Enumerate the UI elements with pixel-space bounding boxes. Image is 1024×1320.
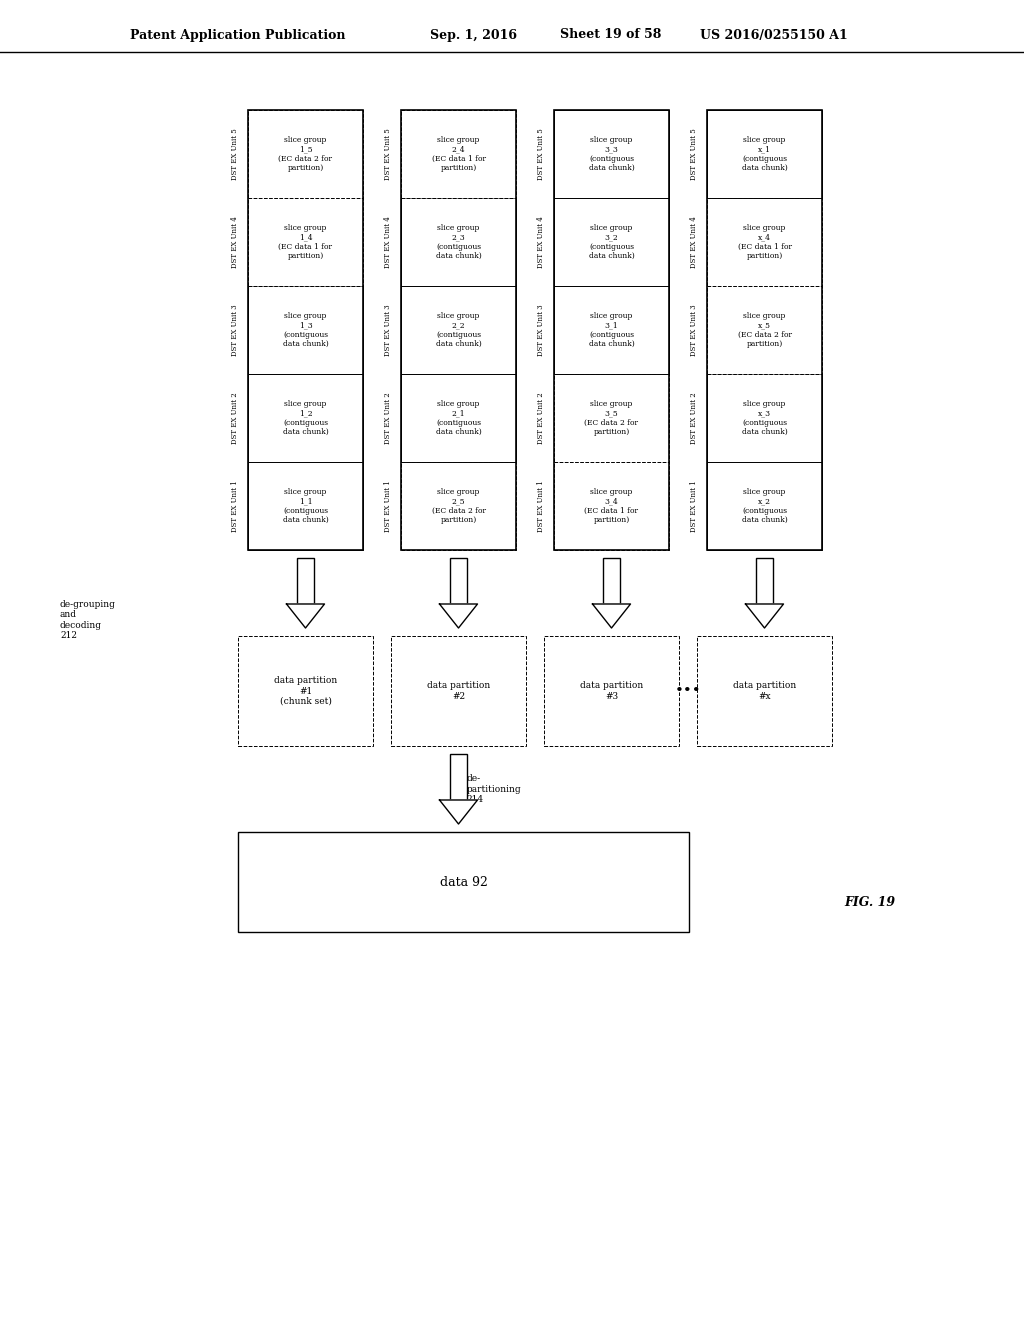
FancyBboxPatch shape [401, 374, 516, 462]
Text: slice group
1_2
(contiguous
data chunk): slice group 1_2 (contiguous data chunk) [283, 400, 329, 436]
Polygon shape [439, 605, 477, 628]
Text: slice group
x_3
(contiguous
data chunk): slice group x_3 (contiguous data chunk) [741, 400, 787, 436]
Text: DST EX Unit 2: DST EX Unit 2 [690, 392, 698, 444]
FancyBboxPatch shape [238, 636, 373, 746]
Text: data 92: data 92 [439, 875, 487, 888]
Text: DST EX Unit 4: DST EX Unit 4 [690, 216, 698, 268]
FancyBboxPatch shape [391, 636, 526, 746]
Polygon shape [287, 605, 325, 628]
Text: DST EX Unit 2: DST EX Unit 2 [231, 392, 239, 444]
FancyBboxPatch shape [248, 286, 362, 374]
FancyBboxPatch shape [248, 462, 362, 550]
Text: US 2016/0255150 A1: US 2016/0255150 A1 [700, 29, 848, 41]
Text: data partition
#3: data partition #3 [580, 681, 643, 701]
Text: DST EX Unit 1: DST EX Unit 1 [384, 480, 392, 532]
Text: Sheet 19 of 58: Sheet 19 of 58 [560, 29, 662, 41]
Text: slice group
2_4
(EC data 1 for
partition): slice group 2_4 (EC data 1 for partition… [431, 136, 485, 172]
Text: DST EX Unit 5: DST EX Unit 5 [231, 128, 239, 180]
FancyBboxPatch shape [554, 286, 669, 374]
Text: slice group
3_4
(EC data 1 for
partition): slice group 3_4 (EC data 1 for partition… [585, 488, 639, 524]
FancyBboxPatch shape [707, 286, 822, 374]
Text: FIG. 19: FIG. 19 [845, 895, 896, 908]
Text: slice group
1_3
(contiguous
data chunk): slice group 1_3 (contiguous data chunk) [283, 313, 329, 347]
Text: slice group
x_2
(contiguous
data chunk): slice group x_2 (contiguous data chunk) [741, 488, 787, 524]
Bar [450, 754, 467, 800]
Text: slice group
2_2
(contiguous
data chunk): slice group 2_2 (contiguous data chunk) [435, 313, 481, 347]
FancyBboxPatch shape [707, 110, 822, 198]
FancyBboxPatch shape [248, 198, 362, 286]
Bar [450, 558, 467, 605]
Bar [603, 558, 621, 605]
Text: slice group
1_4
(EC data 1 for
partition): slice group 1_4 (EC data 1 for partition… [279, 224, 333, 260]
FancyBboxPatch shape [707, 198, 822, 286]
Text: •••: ••• [675, 684, 701, 698]
Text: Sep. 1, 2016: Sep. 1, 2016 [430, 29, 517, 41]
FancyBboxPatch shape [554, 462, 669, 550]
Text: slice group
x_1
(contiguous
data chunk): slice group x_1 (contiguous data chunk) [741, 136, 787, 172]
Text: DST EX Unit 5: DST EX Unit 5 [384, 128, 392, 180]
FancyBboxPatch shape [554, 110, 669, 198]
Text: slice group
2_5
(EC data 2 for
partition): slice group 2_5 (EC data 2 for partition… [431, 488, 485, 524]
Text: slice group
2_3
(contiguous
data chunk): slice group 2_3 (contiguous data chunk) [435, 224, 481, 260]
FancyBboxPatch shape [401, 462, 516, 550]
Text: Patent Application Publication: Patent Application Publication [130, 29, 345, 41]
FancyBboxPatch shape [248, 110, 362, 198]
Text: slice group
3_3
(contiguous
data chunk): slice group 3_3 (contiguous data chunk) [589, 136, 635, 172]
Text: data partition
#x: data partition #x [733, 681, 796, 701]
Text: DST EX Unit 1: DST EX Unit 1 [690, 480, 698, 532]
FancyBboxPatch shape [248, 374, 362, 462]
Text: DST EX Unit 2: DST EX Unit 2 [537, 392, 545, 444]
Bar [756, 558, 773, 605]
Text: DST EX Unit 4: DST EX Unit 4 [384, 216, 392, 268]
Text: DST EX Unit 3: DST EX Unit 3 [231, 304, 239, 356]
Polygon shape [745, 605, 783, 628]
Text: DST EX Unit 4: DST EX Unit 4 [231, 216, 239, 268]
Text: DST EX Unit 2: DST EX Unit 2 [384, 392, 392, 444]
Text: DST EX Unit 3: DST EX Unit 3 [537, 304, 545, 356]
Text: DST EX Unit 3: DST EX Unit 3 [384, 304, 392, 356]
Text: slice group
3_5
(EC data 2 for
partition): slice group 3_5 (EC data 2 for partition… [585, 400, 639, 436]
Text: DST EX Unit 3: DST EX Unit 3 [690, 304, 698, 356]
Text: DST EX Unit 5: DST EX Unit 5 [537, 128, 545, 180]
Text: slice group
3_1
(contiguous
data chunk): slice group 3_1 (contiguous data chunk) [589, 313, 635, 347]
Text: data partition
#1
(chunk set): data partition #1 (chunk set) [273, 676, 337, 706]
FancyBboxPatch shape [401, 110, 516, 198]
Text: de-
partitioning
214: de- partitioning 214 [467, 774, 521, 804]
Polygon shape [439, 800, 477, 824]
Text: DST EX Unit 1: DST EX Unit 1 [537, 480, 545, 532]
Text: slice group
1_5
(EC data 2 for
partition): slice group 1_5 (EC data 2 for partition… [279, 136, 333, 172]
Text: slice group
x_4
(EC data 1 for
partition): slice group x_4 (EC data 1 for partition… [737, 224, 792, 260]
FancyBboxPatch shape [707, 374, 822, 462]
Text: DST EX Unit 5: DST EX Unit 5 [690, 128, 698, 180]
Text: slice group
2_1
(contiguous
data chunk): slice group 2_1 (contiguous data chunk) [435, 400, 481, 436]
Text: slice group
x_5
(EC data 2 for
partition): slice group x_5 (EC data 2 for partition… [737, 313, 792, 347]
Text: DST EX Unit 4: DST EX Unit 4 [537, 216, 545, 268]
Bar [297, 558, 314, 605]
FancyBboxPatch shape [544, 636, 679, 746]
Polygon shape [593, 605, 631, 628]
FancyBboxPatch shape [697, 636, 831, 746]
FancyBboxPatch shape [707, 462, 822, 550]
Text: de-grouping
and
decoding
212: de-grouping and decoding 212 [60, 601, 116, 640]
Text: DST EX Unit 1: DST EX Unit 1 [231, 480, 239, 532]
FancyBboxPatch shape [238, 832, 689, 932]
FancyBboxPatch shape [401, 198, 516, 286]
FancyBboxPatch shape [401, 286, 516, 374]
FancyBboxPatch shape [554, 198, 669, 286]
Text: slice group
3_2
(contiguous
data chunk): slice group 3_2 (contiguous data chunk) [589, 224, 635, 260]
Text: data partition
#2: data partition #2 [427, 681, 490, 701]
FancyBboxPatch shape [554, 374, 669, 462]
Text: slice group
1_1
(contiguous
data chunk): slice group 1_1 (contiguous data chunk) [283, 488, 329, 524]
